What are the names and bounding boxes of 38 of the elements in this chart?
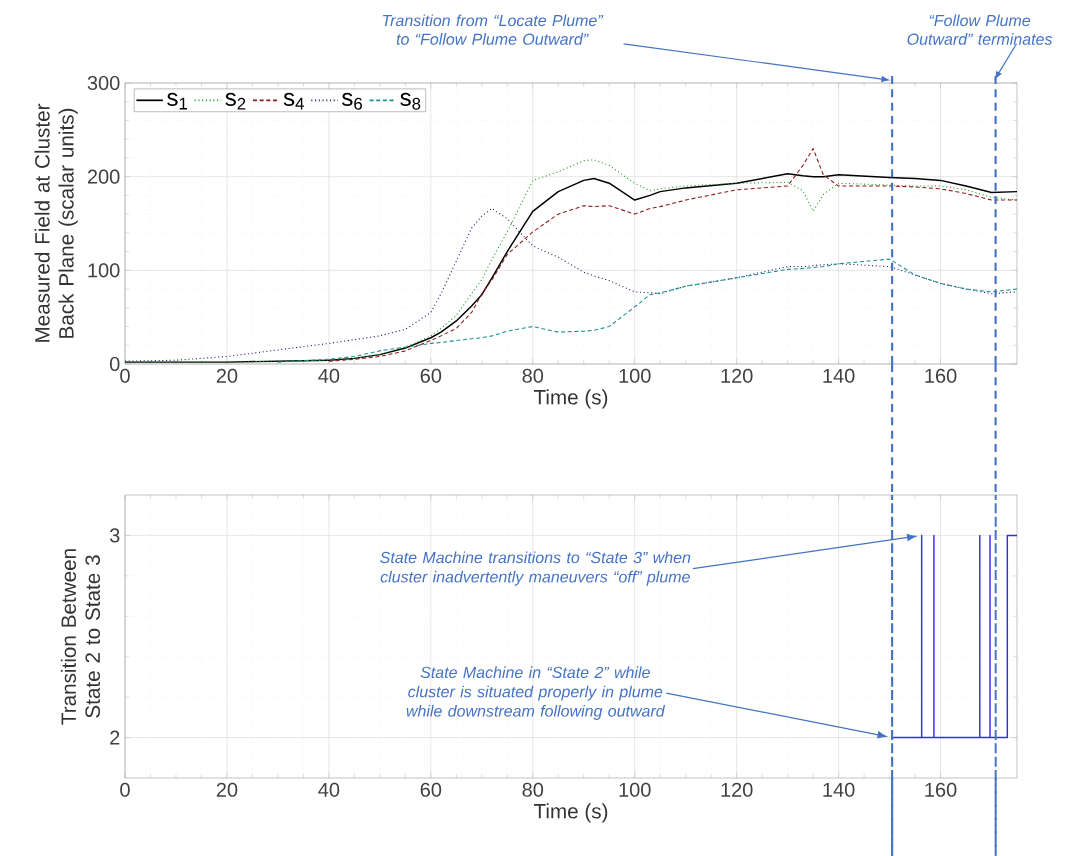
text: s$_{2}$ (225, 92, 246, 110)
y-tick-label: 200 (87, 169, 120, 184)
x-tick-label: 40 (318, 782, 340, 797)
x-tick-label: 140 (823, 368, 855, 383)
annotation: State Machine in “State 2” while cluster is situated properly in plume while downstream following outward (406, 666, 666, 720)
x-tick-label: 20 (216, 782, 238, 797)
x-tick-label: 140 (823, 782, 855, 797)
y-tick-label: 2 (110, 730, 120, 745)
x-tick-label: 20 (216, 368, 238, 383)
y-tick-label: 3 (109, 528, 120, 543)
x-tick-label: 120 (721, 782, 753, 797)
ref-line-label: Transition from “Locate Plume” to “Follow Plume Outward” (383, 14, 604, 45)
x-tick-label: 160 (925, 782, 957, 797)
x-tick-label: 160 (925, 368, 957, 383)
legend-label: s$_{4}$ (283, 92, 304, 110)
text: s$_{8}$ (400, 92, 421, 110)
y-axis-title: Measured Field at Cluster Back Plane (scalar units) (34, 103, 78, 342)
text: s$_{1}$ (167, 92, 187, 110)
x-tick-label: 80 (522, 368, 544, 383)
line-series (328, 148, 1018, 362)
x-tick-label: 40 (318, 368, 340, 383)
x-axis-title: Time (s) (533, 389, 608, 409)
x-tick-label: 60 (420, 782, 442, 797)
y-tick-label: 0 (109, 356, 120, 372)
annotation: State Machine transitions to “State 3” when cluster inadvertently maneuvers “off” plume (380, 551, 691, 586)
x-tick-label: 60 (420, 368, 442, 383)
x-tick-label: 0 (120, 782, 130, 797)
x-tick-label: 100 (619, 368, 651, 383)
x-tick-label: 80 (522, 782, 544, 797)
y-tick-label: 300 (87, 75, 120, 91)
legend-label: s$_{6}$ (342, 92, 362, 110)
ref-line-label: “Follow Plume Outward” terminates (907, 14, 1053, 45)
x-axis-title: Time (s) (533, 803, 608, 823)
y-axis-title: Transition Between State 2 to State 3 (60, 549, 101, 725)
x-tick-label: 0 (120, 368, 130, 383)
x-tick-label: 120 (721, 368, 753, 383)
x-tick-label: 100 (619, 782, 651, 797)
y-tick-label: 100 (88, 263, 120, 278)
